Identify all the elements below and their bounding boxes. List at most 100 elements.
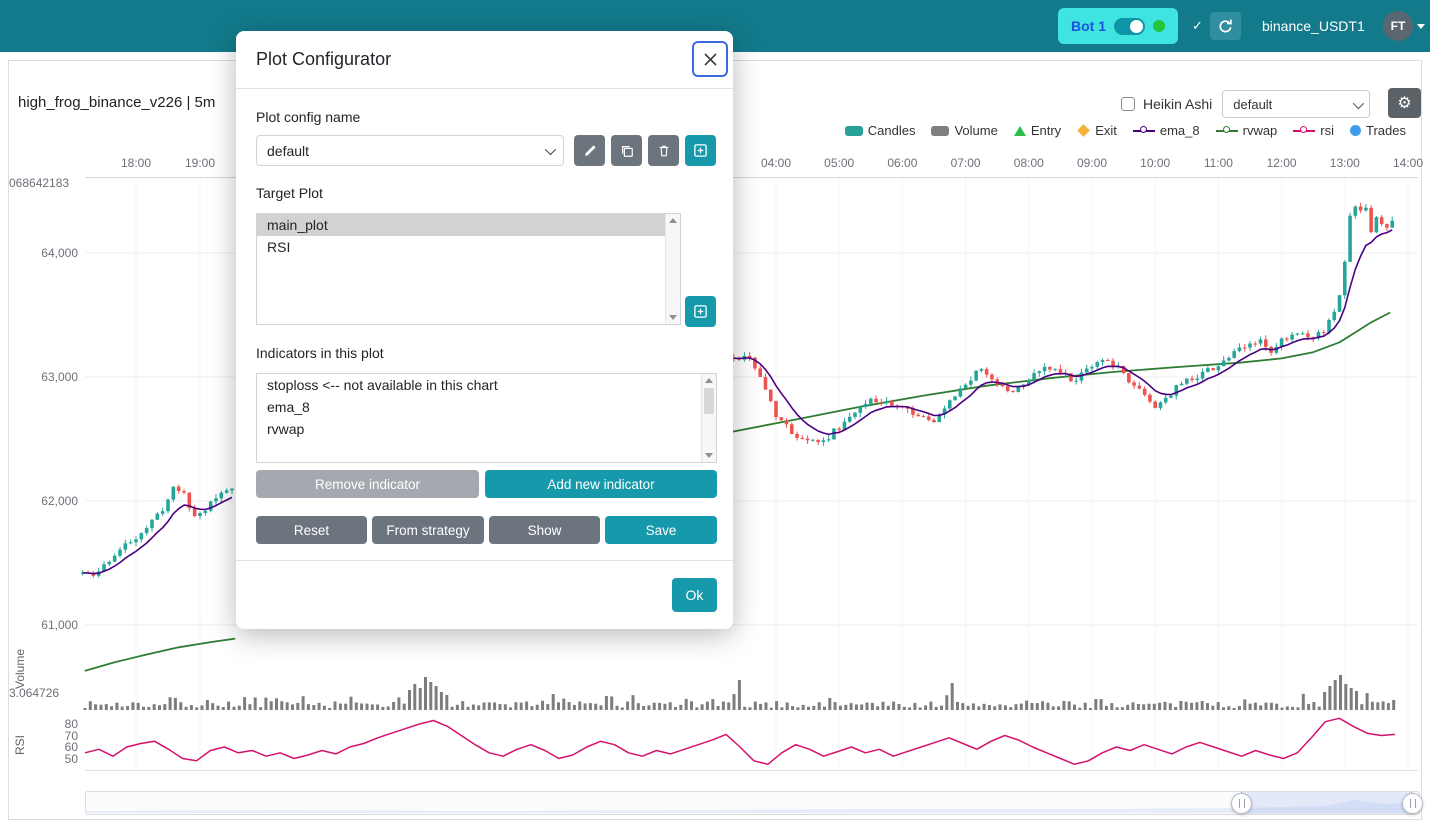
volume-max-label: 068642183	[9, 176, 70, 190]
reset-button[interactable]: Reset	[256, 516, 367, 544]
target-plot-list[interactable]: main_plot RSI	[256, 213, 681, 325]
legend-item-trades[interactable]: Trades	[1350, 123, 1406, 138]
chevron-down-icon	[1353, 97, 1365, 110]
rsi-tick: 80	[64, 717, 78, 731]
legend-item-ema_8[interactable]: ema_8	[1132, 123, 1200, 138]
trash-icon	[659, 145, 668, 156]
line-marker-icon	[1215, 126, 1238, 133]
line-marker-icon	[1293, 126, 1316, 133]
legend-item-candles[interactable]: Candles	[844, 123, 916, 138]
heikin-ashi-checkbox[interactable]	[1121, 97, 1135, 111]
datazoom-shadow	[86, 800, 1419, 813]
indicator-item[interactable]: rvwap	[267, 421, 305, 437]
legend-label: Entry	[1030, 123, 1062, 138]
indicator-item[interactable]: stoploss <-- not available in this chart	[267, 377, 498, 393]
rename-config-button[interactable]	[574, 135, 605, 166]
modal-title: Plot Configurator	[256, 49, 392, 69]
datazoom-right-handle[interactable]	[1402, 793, 1423, 814]
time-tick: 07:00	[950, 156, 981, 170]
price-tick: 63,000	[41, 370, 78, 384]
legend-label: rsi	[1320, 123, 1335, 138]
line-marker-icon	[1132, 126, 1155, 133]
rsi-tick: 70	[64, 728, 78, 743]
copy-icon	[621, 145, 633, 157]
indicators-list[interactable]: stoploss <-- not available in this chart…	[256, 373, 717, 463]
remove-indicator-button[interactable]: Remove indicator	[256, 470, 479, 498]
legend-label: Candles	[867, 123, 916, 138]
scrollbar[interactable]	[701, 374, 716, 462]
time-tick: 08:00	[1013, 156, 1044, 170]
indicators-label: Indicators in this plot	[256, 345, 384, 361]
time-tick: 06:00	[887, 156, 918, 170]
price-tick: 64,000	[41, 246, 78, 260]
avatar-menu-caret[interactable]	[1417, 24, 1425, 29]
chart-title: high_frog_binance_v226 | 5m	[18, 94, 216, 111]
datazoom-slider[interactable]	[85, 791, 1423, 815]
volume-axis-label: 3.064726	[9, 686, 60, 700]
show-button[interactable]: Show	[489, 516, 600, 544]
time-tick: 19:00	[184, 156, 216, 170]
bot-toggle[interactable]	[1114, 17, 1145, 35]
time-tick: 04:00	[760, 156, 792, 170]
from-strategy-button[interactable]: From strategy	[372, 516, 484, 544]
heikin-ashi-group: Heikin Ashi default	[1121, 90, 1371, 118]
plus-square-icon	[694, 144, 707, 157]
modal-close-button[interactable]	[692, 41, 728, 77]
rect-marker-icon	[931, 125, 950, 136]
rsi-axis-title: RSI	[13, 735, 27, 756]
legend-label: Trades	[1366, 123, 1406, 138]
gear-icon: ⚙	[1397, 95, 1412, 112]
config-name-select[interactable]: default	[256, 135, 564, 166]
ok-button[interactable]: Ok	[672, 578, 717, 612]
target-plot-item-rsi[interactable]: RSI	[267, 239, 291, 255]
config-name-label: Plot config name	[256, 109, 361, 125]
time-tick: 09:00	[1076, 156, 1108, 170]
pencil-icon	[584, 144, 596, 156]
duplicate-config-button[interactable]	[611, 135, 642, 166]
chart-legend: Candles Volume Entry Exit ema_8 rvwap rsi Trade…	[844, 123, 1406, 138]
bot-selector[interactable]: Bot 1	[1058, 8, 1178, 44]
datazoom-left-handle[interactable]	[1231, 793, 1252, 814]
add-config-button[interactable]	[685, 135, 716, 166]
plot-settings-button[interactable]: ⚙	[1388, 88, 1421, 118]
rsi-tick: 50	[64, 751, 78, 766]
refresh-button[interactable]	[1210, 12, 1241, 40]
triangle-marker-icon	[1013, 125, 1026, 136]
legend-label: Exit	[1095, 123, 1117, 138]
save-button[interactable]: Save	[605, 516, 717, 544]
divider	[236, 560, 733, 561]
config-name-value: default	[267, 142, 310, 159]
legend-label: ema_8	[1159, 123, 1200, 138]
legend-label: rvwap	[1242, 123, 1278, 138]
legend-item-rsi[interactable]: rsi	[1293, 123, 1334, 138]
legend-item-rvwap[interactable]: rvwap	[1215, 123, 1278, 138]
add-indicator-button[interactable]: Add new indicator	[485, 470, 717, 498]
legend-item-exit[interactable]: Exit	[1077, 123, 1117, 138]
price-tick: 61,000	[41, 618, 78, 632]
target-plot-item-main_plot[interactable]: main_plot	[257, 214, 665, 236]
time-tick: 18:00	[120, 156, 152, 170]
pair-label: binance_USDT1	[1262, 18, 1365, 34]
delete-config-button[interactable]	[648, 135, 679, 166]
legend-item-entry[interactable]: Entry	[1013, 123, 1062, 138]
indicator-item[interactable]: ema_8	[267, 399, 310, 415]
legend-item-volume[interactable]: Volume	[931, 123, 998, 138]
refresh-icon	[1219, 19, 1232, 32]
plot-configurator-modal: Plot Configurator Plot config name defau…	[236, 31, 733, 629]
scrollbar[interactable]	[665, 214, 680, 324]
plot-config-select[interactable]: default	[1222, 90, 1371, 118]
legend-label: Volume	[954, 123, 998, 138]
circle-marker-icon	[1350, 125, 1362, 136]
add-plot-button[interactable]	[685, 296, 716, 327]
heikin-ashi-label: Heikin Ashi	[1143, 96, 1213, 112]
time-tick: 10:00	[1140, 156, 1171, 170]
avatar[interactable]: FT	[1383, 11, 1413, 41]
price-tick: 62,000	[41, 494, 78, 508]
time-tick: 11:00	[1203, 156, 1233, 170]
time-tick: 14:00	[1392, 156, 1424, 170]
datazoom-selection[interactable]	[1241, 792, 1412, 814]
time-tick: 12:00	[1266, 156, 1297, 170]
rsi-tick: 60	[64, 740, 78, 754]
